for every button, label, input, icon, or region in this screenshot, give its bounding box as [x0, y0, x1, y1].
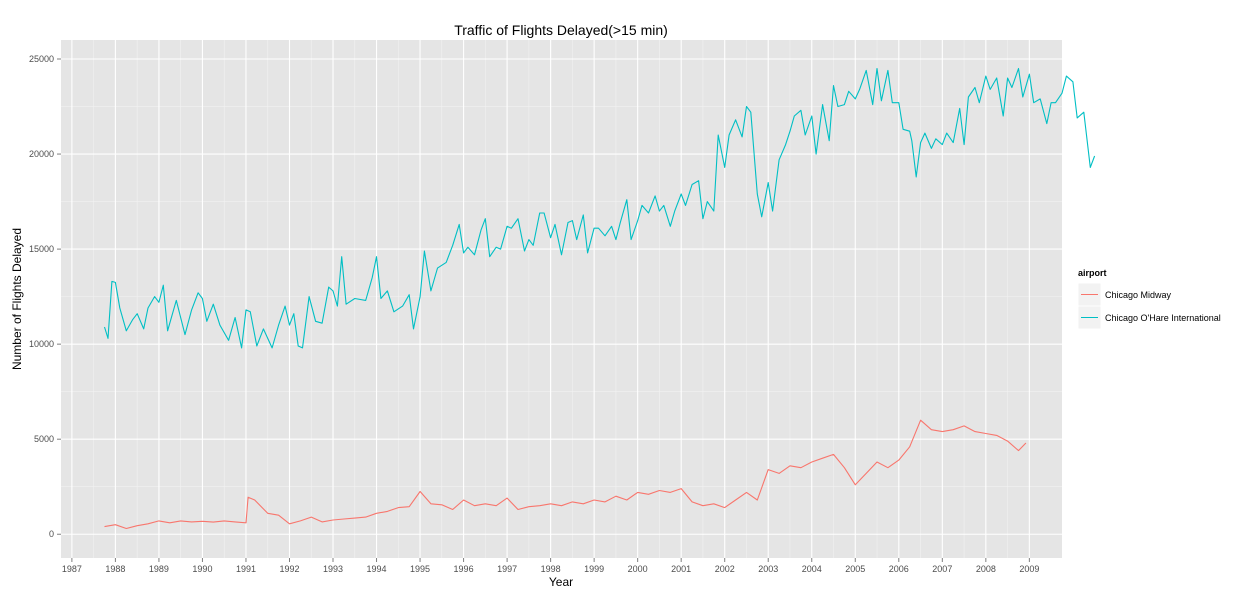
x-tick-label: 2009 [1019, 564, 1039, 574]
x-tick-label: 2005 [845, 564, 865, 574]
y-tick-label: 0 [49, 529, 54, 539]
x-tick-label: 2003 [758, 564, 778, 574]
x-tick-label: 1994 [367, 564, 387, 574]
x-tick-label: 1988 [105, 564, 125, 574]
legend: airport Chicago Midway Chicago O'Hare Int… [1077, 268, 1221, 330]
plot-panel [61, 40, 1062, 558]
x-tick-label: 1997 [497, 564, 517, 574]
x-tick-label: 1993 [323, 564, 343, 574]
y-tick-label: 20000 [29, 149, 54, 159]
legend-label: Chicago O'Hare International [1105, 313, 1221, 323]
legend-items: Chicago Midway Chicago O'Hare Internation… [1077, 282, 1221, 330]
x-tick-label: 1999 [584, 564, 604, 574]
x-tick-label: 1995 [410, 564, 430, 574]
x-tick-label: 1992 [279, 564, 299, 574]
series-lines [103, 67, 1096, 530]
y-axis-label: Number of Flights Delayed [10, 228, 24, 370]
y-axis: 0 5000 10000 15000 20000 25000 [29, 54, 61, 539]
y-tick-label: 25000 [29, 54, 54, 64]
x-tick-label: 2001 [671, 564, 691, 574]
x-tick-label: 2000 [628, 564, 648, 574]
major-grid [61, 40, 1062, 558]
x-axis-label: Year [549, 575, 573, 589]
series-line-chicago-o-hare-international [103, 67, 1096, 349]
y-tick-label: 5000 [34, 434, 54, 444]
x-tick-label: 1998 [541, 564, 561, 574]
legend-title: airport [1078, 268, 1107, 278]
x-tick-label: 1987 [62, 564, 82, 574]
x-tick-label: 2006 [889, 564, 909, 574]
minor-grid [61, 40, 1062, 558]
x-tick-label: 1991 [236, 564, 256, 574]
x-tick-label: 2002 [715, 564, 735, 574]
x-tick-label: 2008 [976, 564, 996, 574]
x-tick-label: 1990 [192, 564, 212, 574]
x-axis: 1987 1988 1989 1990 1991 1992 1993 1994 1995 1996… [62, 558, 1039, 574]
x-tick-label: 2004 [802, 564, 822, 574]
legend-label: Chicago Midway [1105, 290, 1172, 300]
chart-title: Traffic of Flights Delayed(>15 min) [454, 22, 668, 38]
series-line-chicago-midway [104, 419, 1027, 530]
x-tick-label: 1989 [149, 564, 169, 574]
y-tick-label: 15000 [29, 244, 54, 254]
x-tick-label: 1996 [454, 564, 474, 574]
y-tick-label: 10000 [29, 339, 54, 349]
x-tick-label: 2007 [932, 564, 952, 574]
